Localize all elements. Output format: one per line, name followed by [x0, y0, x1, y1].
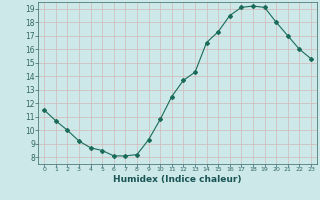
X-axis label: Humidex (Indice chaleur): Humidex (Indice chaleur) — [113, 175, 242, 184]
